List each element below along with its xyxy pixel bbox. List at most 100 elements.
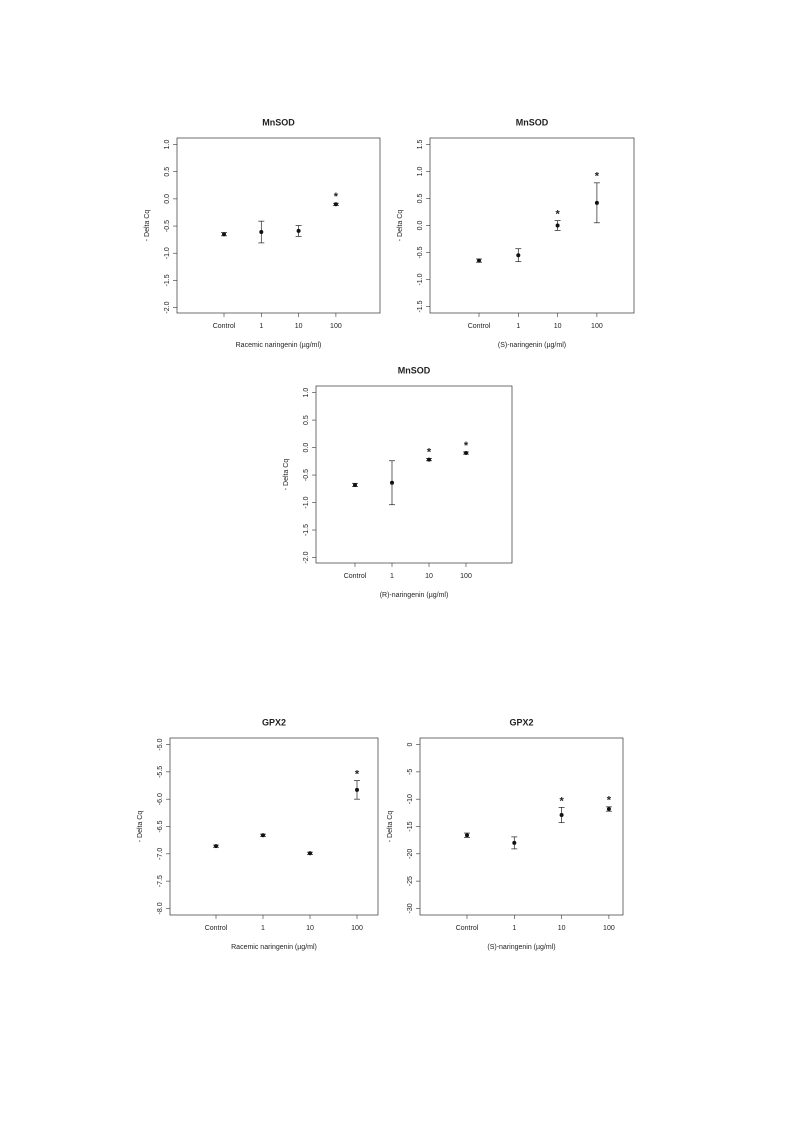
y-tick-label: 0 xyxy=(407,743,414,747)
chart-title: MnSOD xyxy=(516,117,549,127)
data-point xyxy=(516,253,521,258)
x-tick-label: 10 xyxy=(554,323,562,330)
x-tick-label: 100 xyxy=(351,925,363,932)
y-axis-label: - Delta Cq xyxy=(137,811,144,843)
x-tick-label: 10 xyxy=(425,573,433,580)
y-tick-label: -1.5 xyxy=(303,524,310,536)
x-tick-label: 100 xyxy=(603,925,615,932)
y-tick-label: 0.5 xyxy=(303,415,310,425)
x-tick-label: 100 xyxy=(460,573,472,580)
data-point xyxy=(222,232,226,237)
y-tick-label: 1.0 xyxy=(164,140,171,150)
y-tick-label: 0.0 xyxy=(164,194,171,204)
x-tick-label: Control xyxy=(344,573,367,580)
chart-title: MnSOD xyxy=(262,117,295,127)
y-tick-label: 0.0 xyxy=(303,443,310,453)
x-axis-label: Racemic naringenin (µg/ml) xyxy=(231,944,317,951)
data-point xyxy=(559,813,564,818)
y-tick-label: -0.5 xyxy=(164,220,171,232)
significance-marker: * xyxy=(355,769,360,781)
x-axis-label: Racemic naringenin (µg/ml) xyxy=(236,342,322,349)
chart: GPX2 (S)-naringenin (µg/ml) - Delta Cq 0 -5 -… xyxy=(387,717,624,951)
y-tick-label: -6.0 xyxy=(157,793,164,805)
data-point xyxy=(427,457,431,462)
data-point xyxy=(477,258,481,263)
y-axis-label: - Delta Cq xyxy=(387,811,394,843)
significance-marker: * xyxy=(595,171,600,183)
y-axis-label: - Delta Cq xyxy=(283,459,290,491)
data-point xyxy=(606,807,611,812)
y-tick-label: -1.5 xyxy=(417,300,424,312)
data-point xyxy=(296,228,301,233)
data-point xyxy=(464,451,468,456)
x-tick-label: 10 xyxy=(558,925,566,932)
x-axis-label: (S)-naringenin (µg/ml) xyxy=(487,944,555,951)
plot-frame xyxy=(169,737,379,916)
y-tick-label: -1.0 xyxy=(303,496,310,508)
y-tick-label: -25 xyxy=(407,876,414,886)
y-tick-label: 1.5 xyxy=(417,140,424,150)
data-point xyxy=(259,230,264,235)
plot-frame xyxy=(315,385,513,564)
x-tick-label: 10 xyxy=(306,925,314,932)
data-point xyxy=(308,851,312,856)
plot-frame xyxy=(429,137,635,314)
plot-frame xyxy=(419,737,624,916)
chart: GPX2 Racemic naringenin (µg/ml) - Delta Cq… xyxy=(137,717,379,951)
y-tick-label: -20 xyxy=(407,849,414,859)
x-tick-label: Control xyxy=(213,323,236,330)
data-point xyxy=(512,840,517,845)
y-tick-label: 1.0 xyxy=(303,388,310,398)
x-tick-label: 1 xyxy=(512,925,516,932)
y-tick-label: 0.0 xyxy=(417,221,424,231)
y-tick-label: -15 xyxy=(407,821,414,831)
data-point xyxy=(333,202,338,207)
x-tick-label: 100 xyxy=(591,323,603,330)
chart: MnSOD Racemic naringenin (µg/ml) - Delta C… xyxy=(144,117,381,349)
chart-title: MnSOD xyxy=(398,365,431,375)
chart-title: GPX2 xyxy=(509,717,533,727)
x-tick-label: 1 xyxy=(516,323,520,330)
y-tick-label: -0.5 xyxy=(417,246,424,258)
significance-marker: * xyxy=(427,446,432,458)
y-tick-label: -30 xyxy=(407,903,414,913)
y-tick-label: -5.5 xyxy=(157,766,164,778)
x-tick-label: Control xyxy=(468,323,491,330)
y-tick-label: -7.5 xyxy=(157,875,164,887)
y-axis-label: - Delta Cq xyxy=(144,210,151,242)
chart: MnSOD (S)-naringenin (µg/ml) - Delta Cq 1.5… xyxy=(397,117,635,349)
x-tick-label: Control xyxy=(205,925,228,932)
y-tick-label: -1.0 xyxy=(164,247,171,259)
y-tick-label: -10 xyxy=(407,794,414,804)
data-point xyxy=(214,844,218,849)
data-point xyxy=(353,482,357,487)
y-tick-label: 1.0 xyxy=(417,167,424,177)
y-tick-label: -5.0 xyxy=(157,738,164,750)
y-tick-label: -1.0 xyxy=(417,273,424,285)
data-point xyxy=(355,787,359,792)
x-tick-label: 1 xyxy=(259,323,263,330)
y-tick-label: -0.5 xyxy=(303,469,310,481)
x-tick-label: 1 xyxy=(261,925,265,932)
plot-frame xyxy=(176,137,381,314)
significance-marker: * xyxy=(464,440,469,452)
x-axis-label: (S)-naringenin (µg/ml) xyxy=(498,342,566,349)
significance-marker: * xyxy=(334,191,339,203)
significance-marker: * xyxy=(559,795,564,807)
data-point xyxy=(465,833,469,838)
y-axis-label: - Delta Cq xyxy=(397,210,404,242)
x-tick-label: 10 xyxy=(295,323,303,330)
y-tick-label: -7.0 xyxy=(157,848,164,860)
x-tick-label: Control xyxy=(456,925,479,932)
data-point xyxy=(261,833,265,838)
y-tick-label: -6.5 xyxy=(157,820,164,832)
y-tick-label: -5 xyxy=(407,769,414,775)
chart-title: GPX2 xyxy=(262,717,286,727)
x-axis-label: (R)-naringenin (µg/ml) xyxy=(380,592,449,599)
x-tick-label: 1 xyxy=(390,573,394,580)
significance-marker: * xyxy=(607,795,612,807)
y-tick-label: -2.0 xyxy=(303,551,310,563)
y-tick-label: -2.0 xyxy=(164,301,171,313)
significance-marker: * xyxy=(555,209,560,221)
